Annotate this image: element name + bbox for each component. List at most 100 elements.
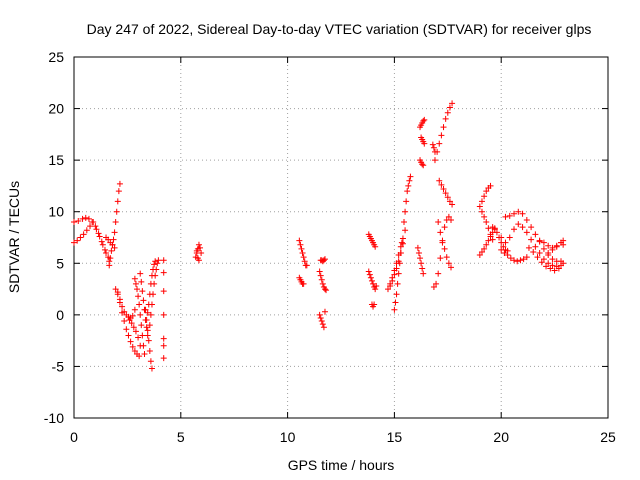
data-point	[549, 262, 556, 269]
data-point	[140, 297, 147, 304]
x-tick-label: 25	[600, 429, 616, 445]
data-point	[498, 234, 505, 241]
data-point	[415, 249, 422, 256]
data-point	[131, 275, 138, 282]
data-point	[433, 280, 440, 287]
data-point	[141, 351, 148, 358]
data-point	[442, 190, 449, 197]
data-point	[435, 219, 442, 226]
data-point	[419, 161, 426, 168]
data-point	[487, 182, 494, 189]
y-tick-label: 15	[48, 152, 64, 168]
data-point	[431, 157, 438, 164]
data-point	[318, 318, 325, 325]
data-point	[487, 231, 494, 238]
data-point	[83, 227, 90, 234]
data-point	[431, 148, 438, 155]
data-point	[419, 265, 426, 272]
data-point	[147, 358, 154, 365]
data-point	[160, 311, 167, 318]
data-point	[101, 246, 108, 253]
data-point	[127, 338, 134, 345]
data-point	[125, 332, 132, 339]
data-point	[448, 216, 455, 223]
data-point	[318, 276, 325, 283]
data-point	[448, 264, 455, 271]
series-arc-03	[106, 180, 123, 269]
data-point	[540, 256, 547, 263]
data-point	[129, 343, 136, 350]
y-tick-label: -5	[52, 358, 65, 374]
data-point	[106, 262, 113, 269]
data-point	[82, 214, 89, 221]
data-point	[511, 226, 518, 233]
x-tick-label: 10	[280, 429, 296, 445]
series-arc-02	[103, 234, 118, 251]
data-point	[514, 258, 521, 265]
data-point	[155, 257, 162, 264]
data-point	[116, 296, 123, 303]
series-arc-17	[317, 256, 328, 265]
data-point	[430, 144, 437, 151]
series-arc-20	[365, 268, 380, 293]
data-point	[397, 249, 404, 256]
data-point	[319, 321, 326, 328]
data-point	[126, 317, 133, 324]
data-point	[135, 293, 142, 300]
data-point	[367, 274, 374, 281]
data-point	[79, 215, 86, 222]
data-points	[71, 100, 567, 372]
series-arc-18	[316, 308, 328, 331]
data-point	[532, 231, 539, 238]
series-arc-14	[296, 237, 310, 269]
y-tick-label: 5	[56, 255, 64, 271]
data-point	[139, 332, 146, 339]
data-point	[500, 243, 507, 250]
data-point	[317, 314, 324, 321]
y-tick-label: 10	[48, 204, 64, 220]
data-point	[545, 260, 552, 267]
series-arc-12	[160, 257, 167, 362]
data-point	[121, 318, 128, 325]
data-point	[519, 210, 526, 217]
data-point	[303, 262, 310, 269]
data-point	[148, 301, 155, 308]
data-point	[393, 291, 400, 298]
data-point	[116, 180, 123, 187]
x-tick-label: 20	[493, 429, 509, 445]
data-point	[144, 332, 151, 339]
series-arc-29	[417, 116, 428, 131]
data-point	[481, 245, 488, 252]
data-point	[393, 265, 400, 272]
data-point	[160, 342, 167, 349]
data-point	[436, 177, 443, 184]
data-point	[528, 236, 535, 243]
data-point	[144, 309, 151, 316]
chart-title: Day 247 of 2022, Sidereal Day-to-day VTE…	[87, 21, 592, 37]
data-point	[77, 234, 84, 241]
data-point	[300, 280, 307, 287]
data-point	[112, 219, 119, 226]
data-point	[321, 286, 328, 293]
data-point	[198, 249, 205, 256]
data-point	[87, 223, 94, 230]
data-point	[530, 248, 537, 255]
data-point	[532, 243, 539, 250]
data-point	[74, 237, 81, 244]
series-arc-32	[436, 177, 456, 208]
plot-frame	[73, 56, 609, 419]
data-point	[160, 269, 167, 276]
data-point	[501, 249, 508, 256]
series-arc-24	[391, 239, 405, 313]
data-point	[442, 115, 449, 122]
data-point	[445, 260, 452, 267]
data-point	[478, 248, 485, 255]
data-point	[389, 277, 396, 284]
data-point	[523, 229, 530, 236]
data-point	[523, 254, 530, 261]
data-point	[151, 280, 158, 287]
data-point	[384, 286, 391, 293]
data-point	[437, 255, 444, 262]
data-point	[112, 286, 119, 293]
series-arc-38	[489, 224, 511, 254]
